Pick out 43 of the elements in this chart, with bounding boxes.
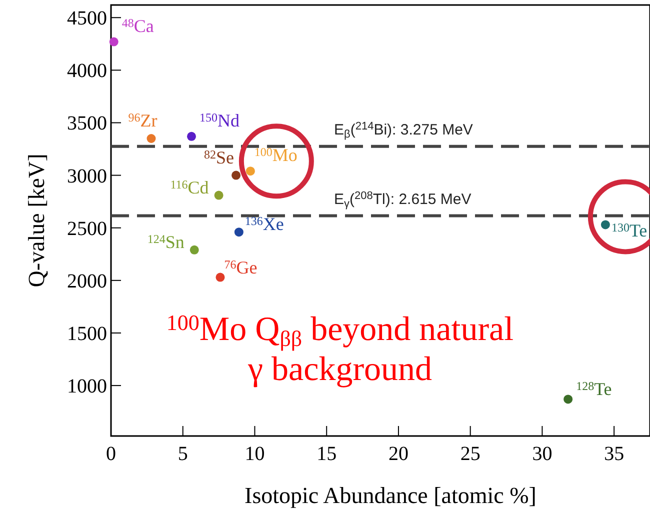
series-label: $^{82}$Se — [204, 146, 234, 168]
x-tick-label: 25 — [460, 443, 480, 465]
point — [564, 394, 573, 404]
point — [246, 166, 255, 176]
point — [216, 272, 225, 282]
series-label: $^{116}$Cd — [170, 176, 209, 198]
series-label: $^{150}$Nd — [199, 110, 240, 130]
y-tick-label: 1500 — [67, 322, 107, 345]
point — [214, 190, 224, 200]
x-tick-label: 10 — [244, 443, 265, 465]
x-tick-label: 5 — [178, 443, 188, 465]
x-tick-label: 30 — [532, 443, 552, 465]
y-tick-label: 4000 — [67, 60, 107, 82]
x-tick-label: 20 — [388, 443, 408, 465]
y-tick-label: 4500 — [67, 8, 107, 30]
series-label: $^{128}$Te — [576, 378, 612, 400]
annotation: $^{100}$Mo Q$_{ββ}$ beyond natural γ background — [166, 310, 514, 388]
series-label: $^{100}$Mo — [254, 144, 298, 166]
series-label: $^{130}$Te — [611, 220, 648, 241]
point — [109, 37, 118, 46]
point — [146, 134, 156, 144]
ref-line-label: E$_{γ}$($^{208}$Tl): 2.615 MeV — [334, 190, 472, 210]
series-label: $^{136}$Xe — [244, 214, 284, 234]
series-label: $^{124}$Sn — [147, 232, 184, 252]
y-tick-label: 1000 — [67, 376, 107, 398]
x-tick-label: 15 — [316, 443, 337, 465]
x-tick-label: 35 — [604, 443, 624, 465]
x-tick-label: 0 — [106, 443, 116, 465]
y-axis-title: Q-value [keV] — [24, 154, 49, 288]
point — [186, 132, 196, 141]
y-tick-label: 2500 — [67, 218, 107, 240]
series-label: $^{76}$Ge — [224, 256, 258, 278]
series-label: $^{96}$Zr — [128, 110, 158, 131]
x-axis-title: Isotopic Abundance [atomic %] — [244, 483, 536, 508]
y-tick-label: 3000 — [67, 165, 107, 188]
ref-line-label: E$_{β}$($^{214}$Bi): 3.275 MeV — [334, 120, 473, 140]
series-label: $^{48}$Ca — [122, 15, 154, 36]
point — [232, 170, 241, 180]
point — [600, 220, 610, 230]
y-tick-label: 2000 — [67, 270, 107, 292]
point — [234, 228, 244, 237]
point — [190, 245, 199, 254]
y-tick-label: 3500 — [67, 112, 107, 135]
